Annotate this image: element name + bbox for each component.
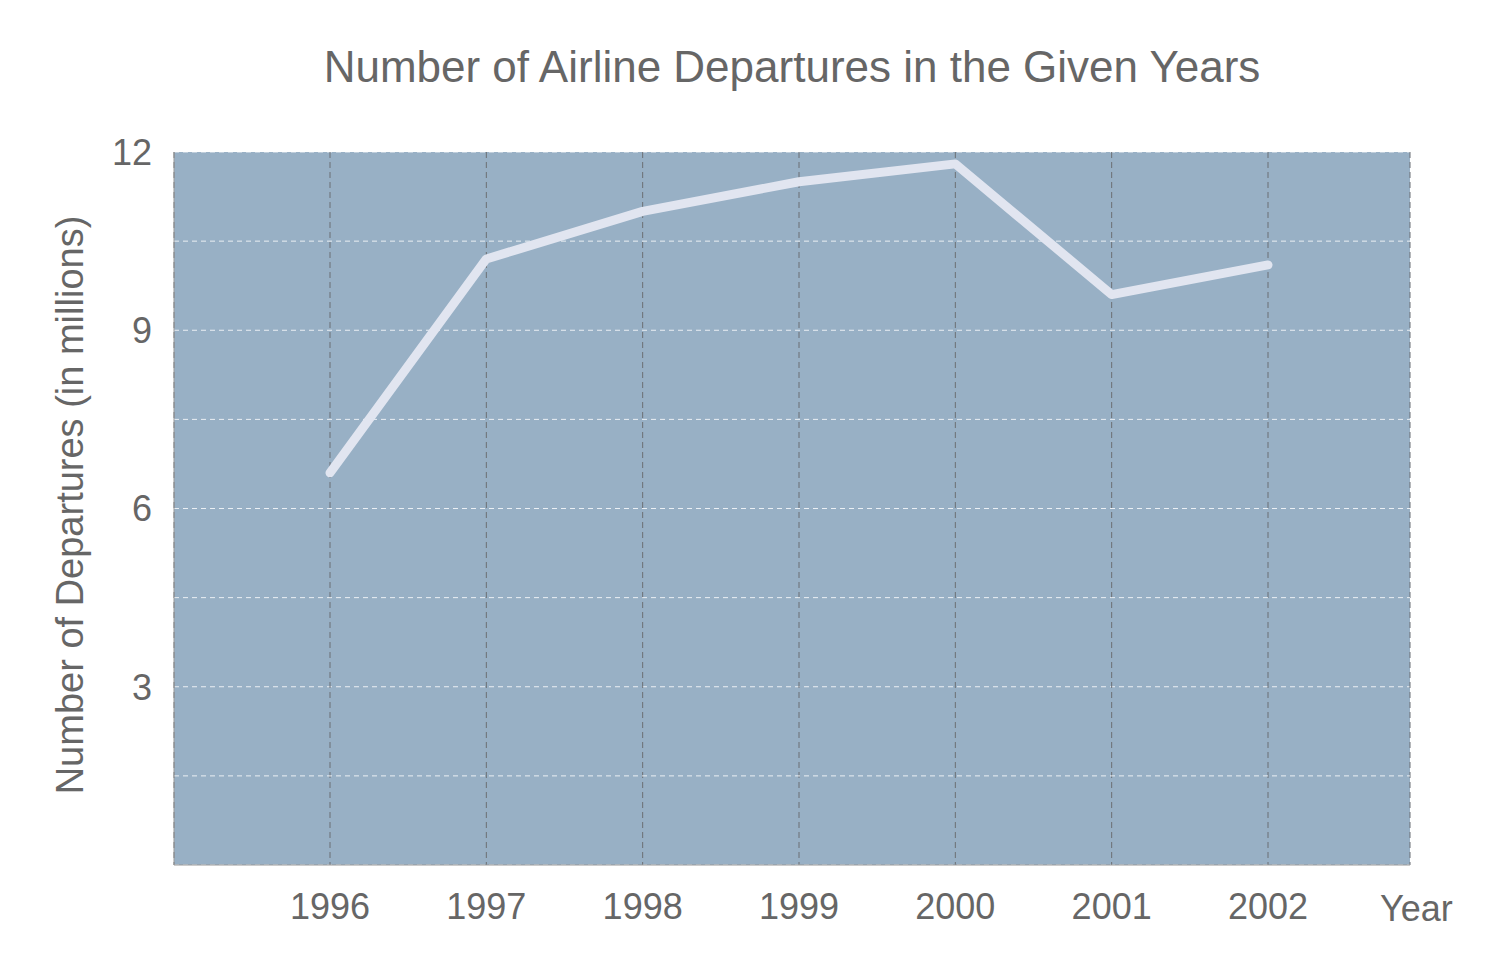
svg-text:3: 3: [132, 667, 152, 708]
svg-text:1998: 1998: [603, 886, 683, 927]
svg-text:1996: 1996: [290, 886, 370, 927]
svg-text:2000: 2000: [915, 886, 995, 927]
html-text:Number of Airline Departures i: Number of Airline Departures in the Give…: [323, 42, 1261, 91]
svg-text:9: 9: [132, 310, 152, 351]
svg-text:6: 6: [132, 488, 152, 529]
svg-text:12: 12: [112, 132, 152, 173]
svg-text:1997: 1997: [446, 886, 526, 927]
svg-text:2001: 2001: [1072, 886, 1152, 927]
svg-text:1999: 1999: [759, 886, 839, 927]
html-text:Number of Departures (in milli: Number of Departures (in millions): [48, 215, 91, 795]
html-text:Year: Year: [1380, 888, 1453, 929]
svg-text:2002: 2002: [1228, 886, 1308, 927]
